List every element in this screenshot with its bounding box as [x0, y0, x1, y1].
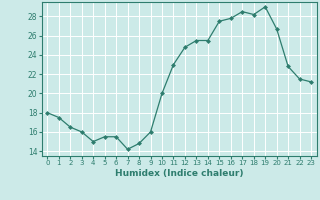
X-axis label: Humidex (Indice chaleur): Humidex (Indice chaleur) — [115, 169, 244, 178]
